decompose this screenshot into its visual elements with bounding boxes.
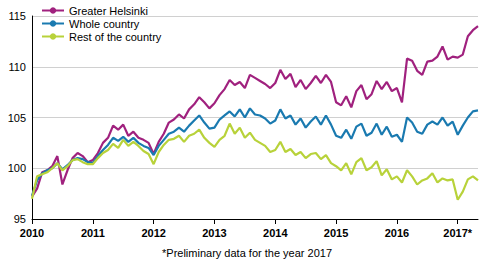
svg-text:2017*: 2017* <box>443 227 472 239</box>
svg-text:95: 95 <box>14 213 26 225</box>
svg-text:2015: 2015 <box>324 227 348 239</box>
svg-text:Rest of the country: Rest of the country <box>69 31 162 43</box>
svg-text:110: 110 <box>8 61 26 73</box>
svg-text:*Preliminary data for the year: *Preliminary data for the year 2017 <box>162 247 332 259</box>
svg-text:2010: 2010 <box>20 227 44 239</box>
svg-text:105: 105 <box>8 112 26 124</box>
svg-text:115: 115 <box>8 10 26 22</box>
svg-text:2012: 2012 <box>141 227 165 239</box>
svg-text:100: 100 <box>8 162 26 174</box>
svg-text:Whole country: Whole country <box>69 18 140 30</box>
svg-text:2013: 2013 <box>202 227 226 239</box>
svg-text:Greater Helsinki: Greater Helsinki <box>69 5 148 17</box>
svg-text:2011: 2011 <box>81 227 105 239</box>
svg-text:2016: 2016 <box>385 227 409 239</box>
svg-text:2014: 2014 <box>263 227 288 239</box>
